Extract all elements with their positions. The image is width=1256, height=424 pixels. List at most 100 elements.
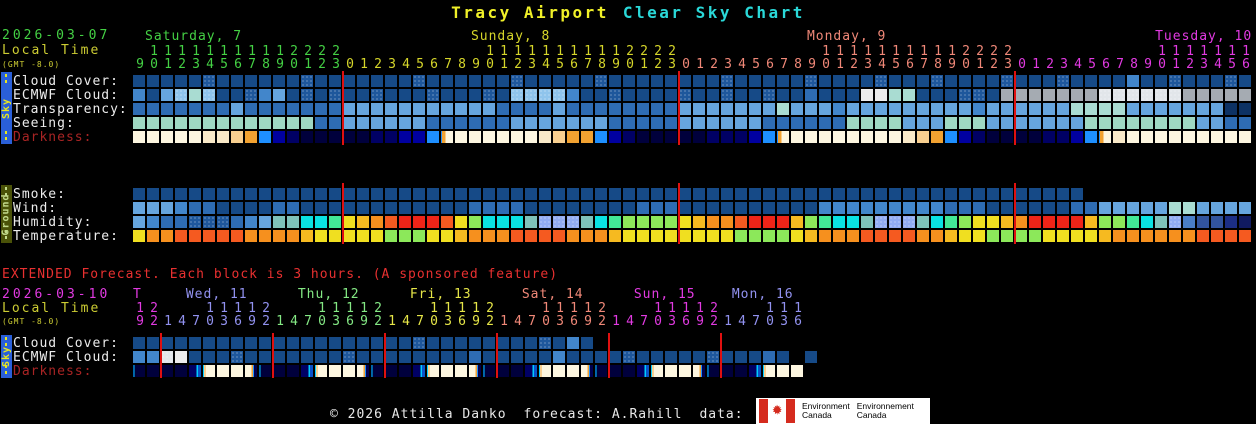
- forecast-block[interactable]: [721, 365, 733, 377]
- forecast-block[interactable]: [931, 131, 943, 143]
- forecast-block[interactable]: [623, 365, 635, 377]
- forecast-block[interactable]: [791, 103, 803, 115]
- forecast-block[interactable]: [343, 188, 355, 200]
- forecast-block[interactable]: [273, 202, 285, 214]
- forecast-block[interactable]: [763, 188, 775, 200]
- forecast-block[interactable]: [413, 230, 425, 242]
- forecast-block[interactable]: [371, 202, 383, 214]
- forecast-block[interactable]: [245, 117, 257, 129]
- forecast-block[interactable]: [973, 188, 985, 200]
- forecast-block[interactable]: [315, 117, 327, 129]
- forecast-block[interactable]: [553, 202, 565, 214]
- forecast-block[interactable]: [847, 89, 859, 101]
- forecast-block[interactable]: [399, 230, 411, 242]
- forecast-block[interactable]: [1141, 103, 1153, 115]
- forecast-block[interactable]: [371, 188, 383, 200]
- forecast-block[interactable]: [833, 103, 845, 115]
- forecast-block[interactable]: [973, 117, 985, 129]
- forecast-block[interactable]: [343, 89, 355, 101]
- row-label-transparency[interactable]: Transparency:: [13, 102, 128, 117]
- forecast-block[interactable]: [539, 337, 551, 349]
- forecast-block[interactable]: [483, 131, 495, 143]
- forecast-block[interactable]: [721, 202, 733, 214]
- forecast-block[interactable]: [217, 337, 229, 349]
- forecast-block[interactable]: [931, 89, 943, 101]
- forecast-block[interactable]: [203, 103, 215, 115]
- forecast-block[interactable]: [1029, 75, 1041, 87]
- forecast-block[interactable]: [1057, 131, 1069, 143]
- forecast-block[interactable]: [903, 230, 915, 242]
- forecast-block[interactable]: [651, 103, 663, 115]
- forecast-block[interactable]: [497, 103, 509, 115]
- forecast-block[interactable]: [623, 89, 635, 101]
- forecast-block[interactable]: [147, 131, 159, 143]
- forecast-block[interactable]: [959, 131, 971, 143]
- forecast-block[interactable]: [833, 230, 845, 242]
- forecast-block[interactable]: [1029, 131, 1041, 143]
- forecast-block[interactable]: [1183, 131, 1195, 143]
- forecast-block[interactable]: [483, 103, 495, 115]
- forecast-block[interactable]: [1113, 103, 1125, 115]
- forecast-block[interactable]: [497, 216, 509, 228]
- forecast-block[interactable]: [903, 188, 915, 200]
- forecast-block[interactable]: [1211, 103, 1223, 115]
- forecast-block[interactable]: [861, 103, 873, 115]
- forecast-block[interactable]: [1141, 131, 1153, 143]
- forecast-block[interactable]: [511, 103, 523, 115]
- forecast-block[interactable]: [861, 89, 873, 101]
- forecast-block[interactable]: [1169, 131, 1181, 143]
- forecast-block[interactable]: [847, 188, 859, 200]
- forecast-block[interactable]: [1057, 188, 1069, 200]
- forecast-block[interactable]: [315, 202, 327, 214]
- forecast-block[interactable]: [1043, 103, 1055, 115]
- forecast-block[interactable]: [525, 202, 537, 214]
- forecast-block[interactable]: [875, 103, 887, 115]
- forecast-block[interactable]: [259, 75, 271, 87]
- forecast-block[interactable]: [917, 103, 929, 115]
- forecast-block[interactable]: [945, 103, 957, 115]
- forecast-block[interactable]: [413, 131, 425, 143]
- forecast-block[interactable]: [357, 117, 369, 129]
- forecast-block[interactable]: [651, 117, 663, 129]
- forecast-block[interactable]: [231, 216, 243, 228]
- forecast-block[interactable]: [735, 89, 747, 101]
- forecast-block[interactable]: [889, 202, 901, 214]
- forecast-block[interactable]: [1043, 75, 1055, 87]
- forecast-block[interactable]: [609, 216, 621, 228]
- forecast-block[interactable]: [1127, 216, 1139, 228]
- forecast-block[interactable]: [147, 117, 159, 129]
- forecast-block[interactable]: [189, 75, 201, 87]
- forecast-block[interactable]: [833, 202, 845, 214]
- forecast-block[interactable]: [497, 89, 509, 101]
- forecast-block[interactable]: [651, 75, 663, 87]
- forecast-block[interactable]: [721, 131, 733, 143]
- forecast-block[interactable]: [1015, 117, 1027, 129]
- forecast-block[interactable]: [231, 365, 243, 377]
- forecast-block[interactable]: [469, 117, 481, 129]
- forecast-block[interactable]: [1225, 117, 1237, 129]
- forecast-block[interactable]: [525, 117, 537, 129]
- forecast-block[interactable]: [385, 365, 397, 377]
- forecast-block[interactable]: [609, 230, 621, 242]
- forecast-block[interactable]: [189, 337, 201, 349]
- forecast-block[interactable]: [329, 202, 341, 214]
- forecast-block[interactable]: [539, 351, 551, 363]
- forecast-block[interactable]: [665, 75, 677, 87]
- forecast-block[interactable]: [1071, 216, 1083, 228]
- forecast-block[interactable]: [441, 89, 453, 101]
- forecast-block[interactable]: [455, 117, 467, 129]
- forecast-block[interactable]: [483, 230, 495, 242]
- forecast-block[interactable]: [763, 131, 775, 143]
- forecast-block[interactable]: [763, 117, 775, 129]
- forecast-block[interactable]: [203, 351, 215, 363]
- forecast-block[interactable]: [959, 188, 971, 200]
- forecast-block[interactable]: [1141, 117, 1153, 129]
- forecast-block[interactable]: [287, 188, 299, 200]
- forecast-block[interactable]: [469, 216, 481, 228]
- forecast-block[interactable]: [1057, 216, 1069, 228]
- forecast-block[interactable]: [1183, 103, 1195, 115]
- forecast-block[interactable]: [805, 216, 817, 228]
- forecast-block[interactable]: [1057, 89, 1069, 101]
- forecast-block[interactable]: [399, 216, 411, 228]
- forecast-block[interactable]: [665, 89, 677, 101]
